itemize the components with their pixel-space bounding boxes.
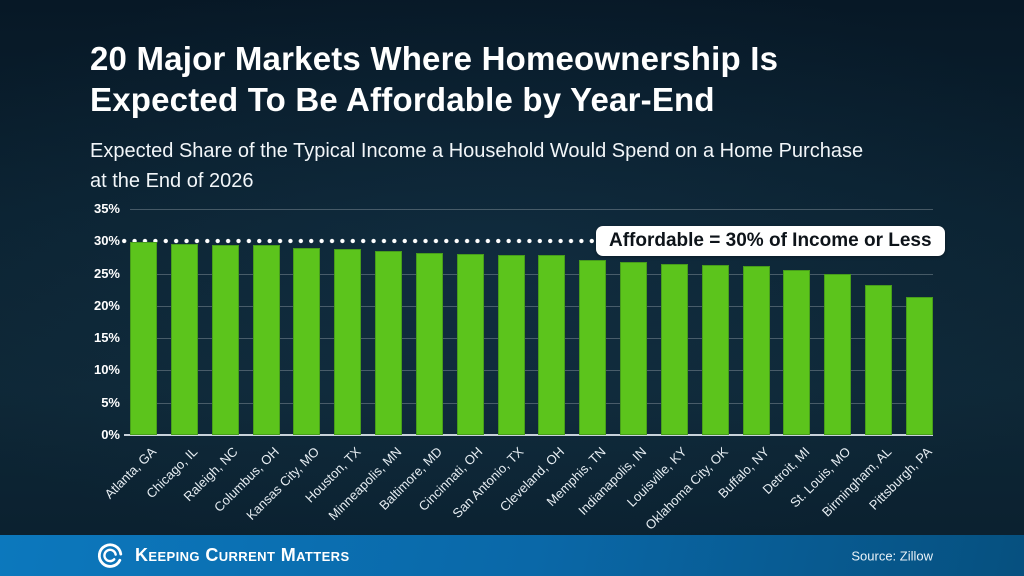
bar: [170, 243, 198, 435]
bar: [375, 250, 403, 435]
x-axis-label: Kansas City, MO: [243, 444, 323, 523]
bar: [456, 254, 484, 435]
gridline: [130, 273, 933, 275]
bar: [415, 252, 443, 435]
footer-bar: Keeping Current Matters Source: Zillow: [0, 535, 1024, 576]
bar: [701, 264, 729, 435]
bar: [497, 254, 525, 435]
bar: [824, 273, 852, 435]
bar: [742, 265, 770, 435]
gridline: [130, 402, 933, 404]
page-title-line-1: 20 Major Markets Where Homeownership Is: [90, 40, 779, 77]
brand-name: Keeping Current Matters: [135, 545, 350, 565]
gridline: [130, 209, 933, 210]
kcm-swirl-icon: [97, 542, 123, 568]
source-credit: Source: Zillow: [851, 548, 933, 563]
bar: [538, 255, 566, 435]
x-axis-label: Minneapolis, MN: [325, 444, 405, 524]
bar: [579, 260, 607, 435]
bar: [620, 261, 648, 435]
gridline: [130, 305, 933, 307]
bar: [660, 263, 688, 435]
y-axis-label: 0%: [101, 427, 120, 442]
bar: [211, 244, 239, 435]
slide-subtitle-line-1: Expected Share of the Typical Income a H…: [90, 140, 864, 162]
x-axis-line: [124, 434, 933, 436]
y-axis-label: 30%: [93, 233, 120, 249]
bar: [293, 248, 321, 435]
page-title-line-2: Expected To Be Affordable by Year-End: [90, 81, 715, 118]
bar: [783, 269, 811, 435]
plot-area: 0% 5% 10% 15% 20% 25% 30% 35% Atlanta, GA Chicago…: [94, 201, 935, 533]
bar: [252, 245, 280, 435]
gridline: [130, 338, 933, 340]
y-axis-label: 10%: [93, 362, 120, 378]
affordability-threshold-dotted-line: [119, 238, 598, 245]
page-title: 20 Major Markets Where Homeownership Is …: [90, 38, 970, 120]
y-axis-label: 35%: [93, 201, 120, 216]
bar: [130, 241, 157, 435]
affordability-threshold-callout: Affordable = 30% of Income or Less: [596, 226, 945, 256]
gridline: [130, 370, 933, 372]
bar: [865, 284, 893, 435]
bar: [334, 249, 362, 435]
slide-header: 20 Major Markets Where Homeownership Is …: [90, 38, 970, 196]
slide-subtitle: Expected Share of the Typical Income a H…: [90, 136, 970, 196]
bar: [906, 297, 933, 435]
y-axis-label: 25%: [93, 265, 120, 281]
kcm-logo: Keeping Current Matters: [95, 541, 350, 571]
slide-subtitle-line-2: at the End of 2026: [90, 170, 254, 192]
y-axis-label: 5%: [101, 394, 120, 410]
y-axis-label: 20%: [93, 297, 120, 313]
y-axis-label: 15%: [93, 330, 120, 346]
